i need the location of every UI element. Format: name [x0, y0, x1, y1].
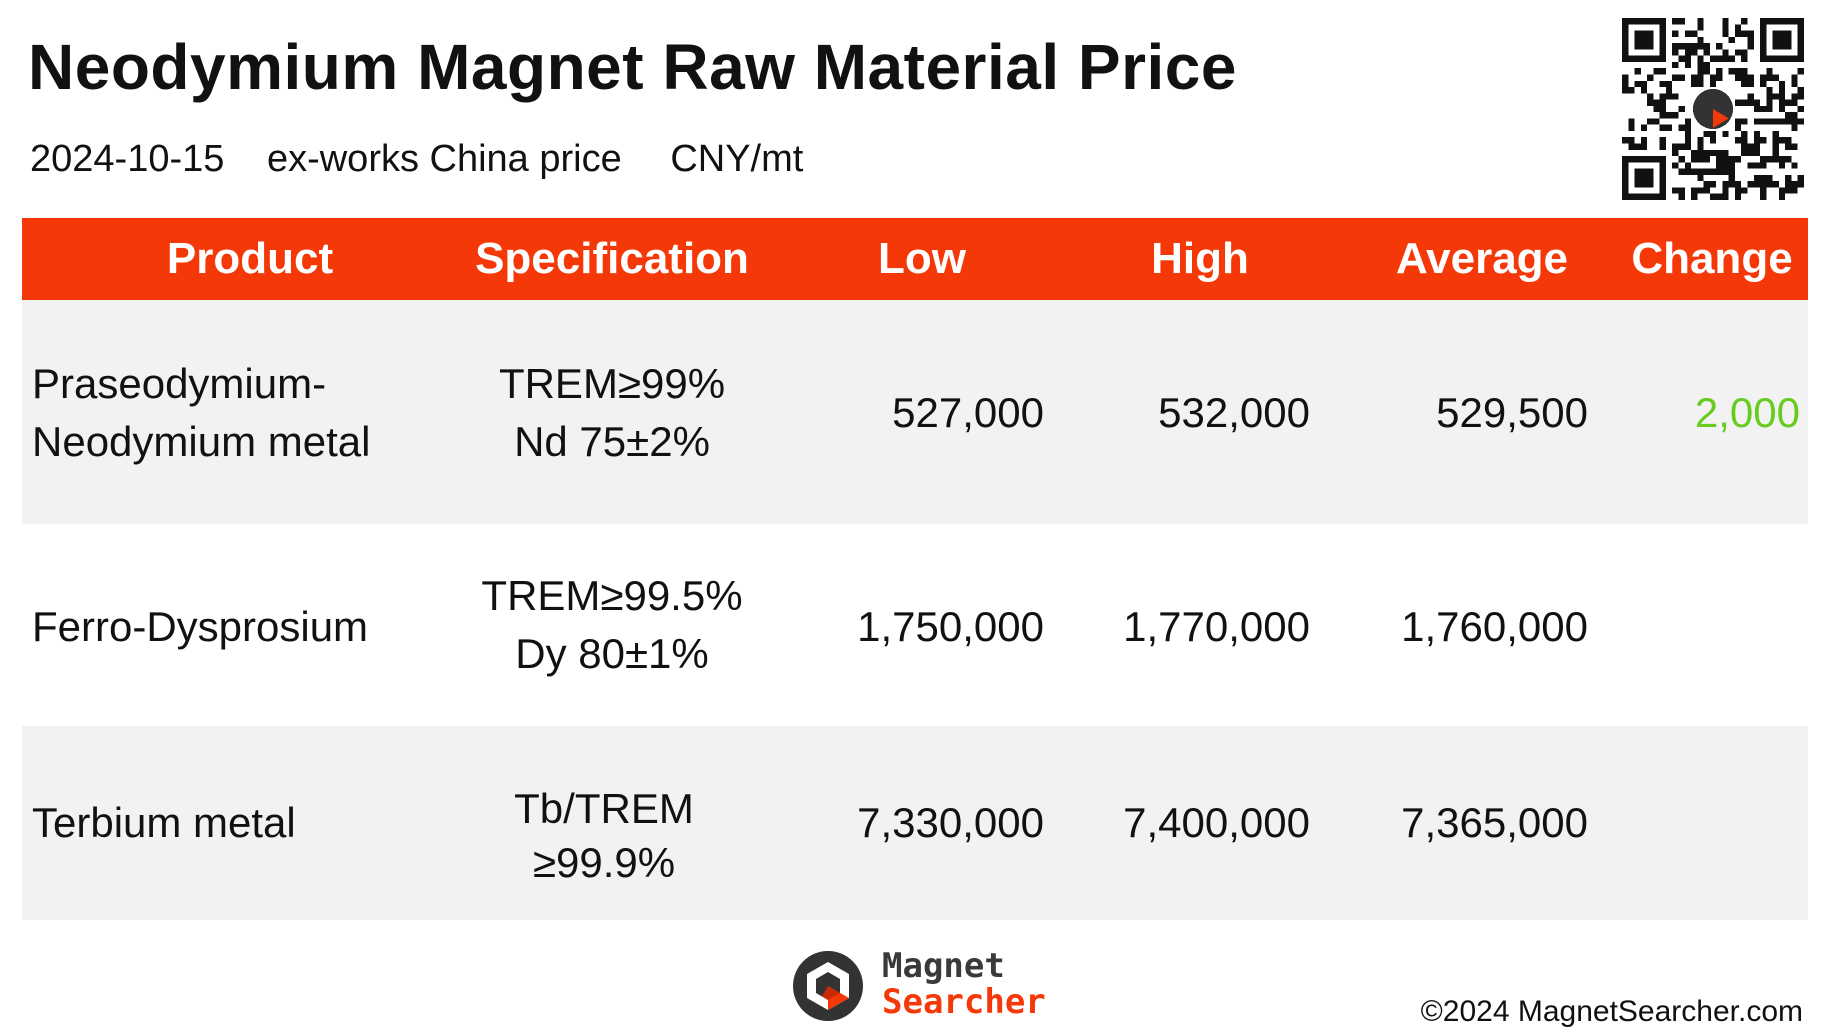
spec-line: ≥99.9% — [532, 839, 676, 886]
specification-cell: TREM≥99.5% Dy 80±1% — [442, 567, 782, 683]
high-price-cell: 532,000 — [1158, 389, 1310, 436]
specification-cell: TREM≥99% Nd 75±2% — [442, 355, 782, 471]
column-header-specification: Specification — [475, 234, 749, 283]
spec-line: Dy 80±1% — [515, 630, 709, 677]
product-name-line: Ferro-Dysprosium — [32, 603, 369, 650]
price-date: 2024-10-15 — [30, 138, 225, 180]
column-header-high: High — [1151, 234, 1249, 283]
change-cell: 2,000 — [1694, 389, 1800, 436]
subtitle-line: 2024-10-15 ex-works China price CNY/mt — [30, 138, 829, 181]
low-price-cell: 1,750,000 — [857, 603, 1044, 650]
price-basis: ex-works China price — [266, 138, 622, 180]
low-price-cell: 527,000 — [892, 389, 1044, 436]
table-row: Ferro-Dysprosium TREM≥99.5% Dy 80±1% 1,7… — [22, 524, 1808, 726]
average-price-cell: 1,760,000 — [1401, 603, 1588, 650]
table-header: Product Specification Low High Average C… — [22, 218, 1808, 300]
product-name-line: Terbium metal — [32, 799, 296, 846]
brand-wordmark-line1: Magnet — [882, 946, 1005, 986]
copyright-text: ©2024 MagnetSearcher.com — [1420, 995, 1803, 1028]
product-cell: Praseodymium- Neodymium metal — [32, 355, 370, 471]
spec-line: TREM≥99.5% — [481, 572, 743, 619]
product-cell: Terbium metal — [32, 794, 296, 852]
brand-wordmark-line2: Searcher — [882, 982, 1046, 1022]
page-title: Neodymium Magnet Raw Material Price — [28, 31, 1237, 103]
column-header-change: Change — [1631, 234, 1793, 283]
table-row: Terbium metal Tb/TREM ≥99.9% 7,330,000 7… — [22, 726, 1808, 920]
high-price-cell: 1,770,000 — [1123, 603, 1310, 650]
price-unit: CNY/mt — [670, 138, 804, 180]
column-header-product: Product — [166, 234, 334, 283]
brand-wordmark: Magnet Searcher — [882, 948, 1046, 1020]
spec-line: Tb/TREM — [514, 785, 694, 832]
table-row: Praseodymium- Neodymium metal TREM≥99% N… — [22, 300, 1808, 524]
product-cell: Ferro-Dysprosium — [32, 598, 368, 656]
high-price-cell: 7,400,000 — [1123, 799, 1310, 846]
column-header-low: Low — [878, 234, 966, 283]
magnet-searcher-logo-icon — [793, 951, 863, 1021]
average-price-cell: 529,500 — [1436, 389, 1588, 436]
low-price-cell: 7,330,000 — [857, 799, 1044, 846]
product-name-line: Neodymium metal — [32, 418, 371, 465]
spec-line: Nd 75±2% — [514, 418, 710, 465]
qr-code-icon — [1622, 18, 1804, 200]
specification-cell: Tb/TREM ≥99.9% — [434, 782, 774, 890]
column-header-average: Average — [1395, 234, 1569, 283]
product-name-line: Praseodymium- — [32, 360, 327, 407]
spec-line: TREM≥99% — [498, 360, 726, 407]
average-price-cell: 7,365,000 — [1401, 799, 1588, 846]
